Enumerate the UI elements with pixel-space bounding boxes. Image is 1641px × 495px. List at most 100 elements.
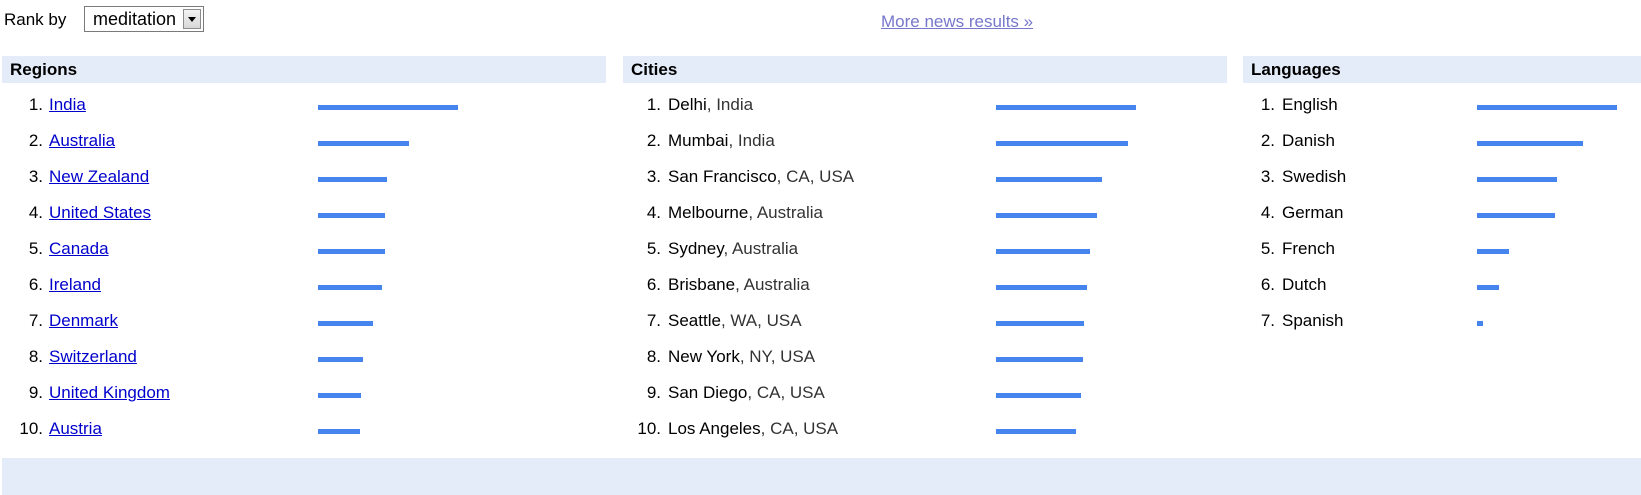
regions-link[interactable]: Denmark [49,311,118,330]
regions-rank-number: 5. [28,239,43,258]
regions-row: 9. United Kingdom [2,371,606,407]
languages-label: German [1282,203,1343,223]
cities-rank-number: 4. [646,203,661,222]
languages-row: 6. Dutch [1243,263,1641,299]
regions-bar [318,357,363,362]
regions-link[interactable]: New Zealand [49,167,150,186]
cities-detail: , CA, USA [747,383,825,402]
regions-rank-number: 2. [28,131,43,150]
regions-rank-number: 10. [19,419,43,438]
regions-link[interactable]: United States [49,203,152,222]
dropdown-arrow-icon[interactable] [183,9,201,29]
languages-rank-number: 3. [1260,167,1275,186]
cities-detail: , CA, USA [776,167,855,186]
regions-link[interactable]: Austria [49,419,102,438]
regions-row: 7. Denmark [2,299,606,335]
languages-header: Languages [1243,56,1641,83]
rank-by-selected-value: meditation [93,9,177,29]
cities-rank-number: 5. [646,239,661,258]
cities-bar [996,177,1102,182]
cities-label: Los Angeles, CA, USA [668,419,838,439]
cities-rank-number: 8. [646,347,661,366]
cities-name: New York [668,347,740,366]
cities-name: Los Angeles [668,419,761,438]
regions-link[interactable]: Switzerland [49,347,137,366]
cities-rank-number: 7. [646,311,661,330]
languages-row: 3. Swedish [1243,155,1641,191]
cities-rank-number: 3. [646,167,661,186]
regions-row: 6. Ireland [2,263,606,299]
cities-name: Melbourne [668,203,749,222]
regions-bar [318,393,361,398]
cities-list: 1. Delhi, India 2. Mumbai, India 3. San Franc… [623,83,1227,443]
regions-row: 2. Australia [2,119,606,155]
cities-name: San Diego [668,383,748,402]
cities-detail: , India [728,131,775,150]
languages-row: 2. Danish [1243,119,1641,155]
languages-label: Danish [1282,131,1335,151]
languages-row: 7. Spanish [1243,299,1641,335]
regions-bar [318,249,385,254]
languages-bar [1477,177,1557,182]
footer-band [2,458,1641,495]
regions-label: India [49,95,86,115]
languages-bar [1477,141,1583,146]
languages-bar [1477,321,1483,326]
cities-detail: , WA, USA [720,311,802,330]
languages-list: 1. English 2. Danish 3. Swedish 4. German 5. Fren… [1243,83,1641,335]
cities-bar [996,213,1097,218]
cities-bar [996,393,1081,398]
cities-rank-number: 10. [637,419,661,438]
regions-rank-number: 3. [28,167,43,186]
languages-bar [1477,285,1499,290]
cities-label: Melbourne, Australia [668,203,823,223]
regions-row: 4. United States [2,191,606,227]
cities-row: 10. Los Angeles, CA, USA [623,407,1227,443]
languages-name: German [1282,203,1344,222]
regions-row: 1. India [2,83,606,119]
regions-label: Ireland [49,275,101,295]
cities-bar [996,249,1090,254]
cities-label: Delhi, India [668,95,753,115]
cities-bar [996,285,1087,290]
cities-name: Seattle [668,311,721,330]
regions-link[interactable]: Australia [49,131,116,150]
regions-row: 3. New Zealand [2,155,606,191]
cities-name: San Francisco [668,167,777,186]
rank-by-select[interactable]: meditation [84,6,204,32]
cities-row: 6. Brisbane, Australia [623,263,1227,299]
cities-label: San Francisco, CA, USA [668,167,854,187]
languages-label: English [1282,95,1338,115]
cities-label: Brisbane, Australia [668,275,810,295]
languages-label: French [1282,239,1335,259]
regions-header: Regions [2,56,606,83]
languages-label: Swedish [1282,167,1346,187]
regions-rank-number: 6. [28,275,43,294]
regions-link[interactable]: Ireland [49,275,101,294]
more-news-results-link[interactable]: More news results » [881,12,1034,31]
languages-row: 4. German [1243,191,1641,227]
cities-detail: , India [706,95,754,114]
regions-link[interactable]: India [49,95,86,114]
regions-link[interactable]: Canada [49,239,109,258]
cities-rank-number: 6. [646,275,661,294]
regions-rank-number: 9. [28,383,43,402]
regions-link[interactable]: United Kingdom [49,383,170,402]
languages-bar [1477,213,1555,218]
languages-bar [1477,105,1617,110]
cities-rank-number: 1. [646,95,661,114]
cities-detail: , CA, USA [760,419,839,438]
cities-row: 5. Sydney, Australia [623,227,1227,263]
regions-bar [318,285,382,290]
cities-name: Sydney [668,239,724,258]
cities-header: Cities [623,56,1227,83]
cities-name: Brisbane [668,275,736,294]
languages-name: French [1282,239,1335,258]
regions-rank-number: 4. [28,203,43,222]
regions-bar [318,177,387,182]
regions-bar [318,321,373,326]
languages-name: Danish [1282,131,1335,150]
regions-label: United States [49,203,151,223]
regions-bar [318,429,360,434]
languages-row: 5. French [1243,227,1641,263]
